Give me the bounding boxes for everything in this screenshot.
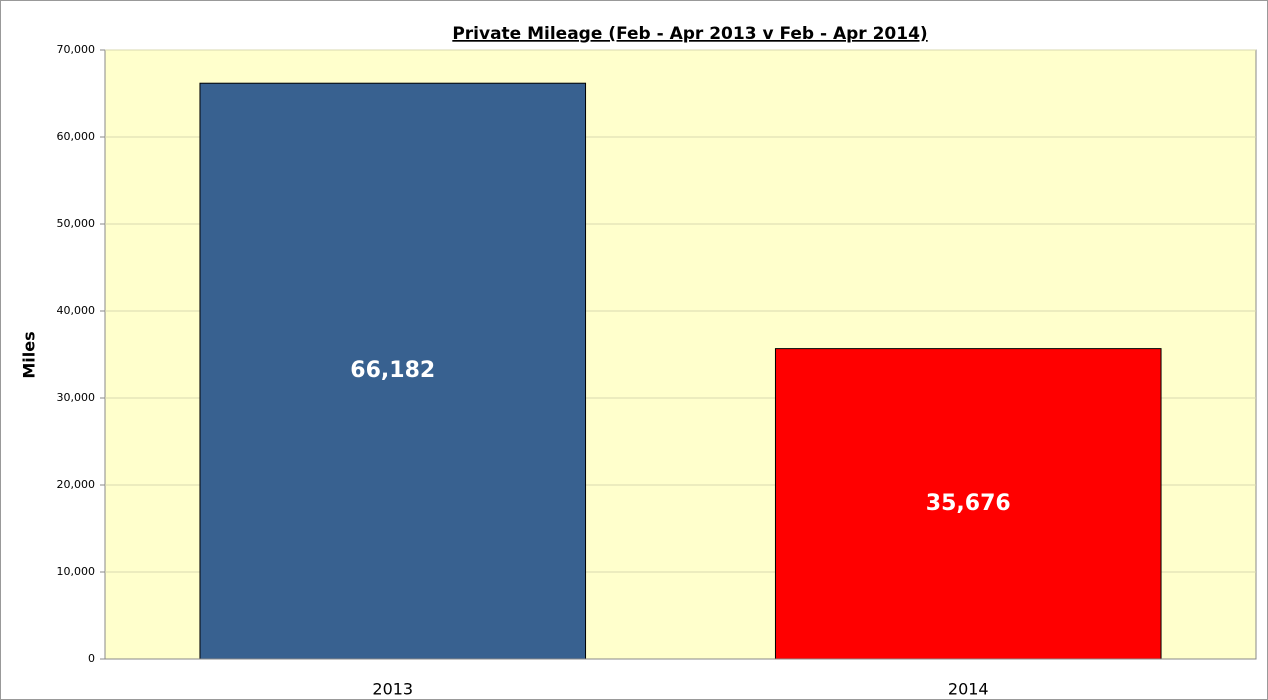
y-tick-label: 20,000 bbox=[57, 478, 96, 491]
y-axis-label: Miles bbox=[20, 331, 39, 378]
y-tick-label: 0 bbox=[88, 652, 95, 665]
y-tick-label: 40,000 bbox=[57, 304, 96, 317]
bar bbox=[199, 82, 587, 660]
chart-title: Private Mileage (Feb - Apr 2013 v Feb - … bbox=[452, 24, 927, 44]
x-tick-label: 2013 bbox=[372, 680, 413, 699]
bar bbox=[774, 348, 1162, 660]
value-label: 35,676 bbox=[926, 491, 1011, 516]
y-tick-label: 60,000 bbox=[57, 130, 96, 143]
value-label: 66,182 bbox=[350, 358, 435, 383]
y-tick-label: 10,000 bbox=[57, 565, 96, 578]
y-tick-label: 50,000 bbox=[57, 217, 96, 230]
x-tick-label: 2014 bbox=[948, 680, 989, 699]
y-tick-label: 30,000 bbox=[57, 391, 96, 404]
y-tick-label: 70,000 bbox=[57, 43, 96, 56]
